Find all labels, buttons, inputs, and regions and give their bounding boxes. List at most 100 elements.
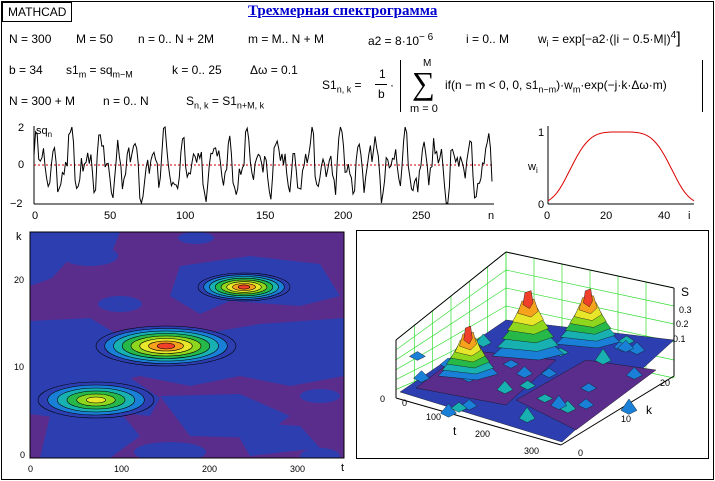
- S1-eq: =: [354, 78, 362, 92]
- signal-y-tick-zero: 0: [18, 159, 24, 171]
- signal-x-tick-200: 200: [334, 210, 352, 222]
- surface-ripple-8: [620, 398, 638, 415]
- surface-ripple-14: [413, 370, 430, 383]
- product-dot: ·: [390, 78, 394, 92]
- surface-t-tick-200: 200: [475, 429, 490, 439]
- surface-t-tick-0: 0: [402, 398, 407, 408]
- contour-y-label: k: [16, 231, 22, 243]
- surface-plot-3d[interactable]: S 0.3 0.2 0.1 0 0 100 200 300 t 20 10 0 …: [356, 230, 709, 459]
- sum-body: if(n − m < 0, 0, s1n−m)·wm·exp(−j·k·Δω·m…: [445, 78, 667, 94]
- signal-x-label: n: [488, 210, 494, 222]
- w-rhs: = exp[−a2·(|i − 0.5·M|): [552, 32, 671, 46]
- a2-exponent: − 6: [419, 32, 434, 43]
- surface-peak-0-level-6: [463, 325, 473, 345]
- surface-z-tick-0.3: 0.3: [679, 305, 692, 315]
- surface-ripple-19: [440, 403, 457, 418]
- signal-y-tick-top: 2: [18, 122, 24, 134]
- window-x-tick-0: 0: [544, 210, 550, 222]
- surface-ripple-4: [518, 406, 536, 423]
- w-close: ]: [676, 30, 681, 47]
- sum-body-sub: n−m: [538, 84, 557, 95]
- contour-y-tick-20: 20: [14, 275, 24, 285]
- contour-y-tick-0: 0: [20, 450, 25, 460]
- s1-rsub: m−M: [112, 69, 133, 80]
- box-edge-bottom-right: [560, 375, 675, 446]
- formula-n-range[interactable]: n = 0.. N + 2M: [138, 32, 215, 46]
- signal-x-tick-150: 150: [256, 210, 274, 222]
- abs-bar-left: [400, 60, 401, 112]
- surface-ripple-18: [474, 333, 492, 348]
- surface-k-tick-0: 0: [578, 448, 583, 458]
- contour-level-2-7: [237, 284, 251, 290]
- sum-upper-limit: M: [423, 58, 432, 69]
- left-wall-hline-1: [395, 269, 507, 351]
- contour-x-tick-300: 300: [290, 464, 305, 474]
- surface-mesh: [399, 288, 675, 443]
- S1-lhs: S1: [322, 78, 337, 92]
- signal-plot[interactable]: sqn 2 0 −2 0 50 100 150 200 250 n: [0, 118, 505, 226]
- signal-x-tick-250: 250: [412, 210, 430, 222]
- formula-n2-range[interactable]: n = 0.. N: [103, 94, 149, 108]
- worksheet-title[interactable]: Трехмерная спектрограмма: [248, 3, 438, 19]
- formula-N[interactable]: N = 300: [9, 32, 52, 46]
- w-sub: i: [546, 38, 549, 49]
- window-plot[interactable]: 1 0 wi 0 20 40 i: [524, 118, 710, 226]
- contour-frame: [29, 231, 345, 459]
- S1-lhs-group: S1n, k =: [322, 78, 362, 94]
- surface-k-tick-10: 10: [621, 414, 631, 424]
- contour-x-tick-0: 0: [28, 464, 33, 474]
- window-y-tick-1: 1: [538, 127, 544, 139]
- contour-peaks: [37, 272, 291, 419]
- surface-ripple-17: [502, 359, 520, 369]
- surface-ripple-9: [536, 393, 554, 403]
- window-x-tick-20: 20: [600, 210, 612, 222]
- surface-ripple-22: [540, 367, 558, 378]
- formula-i-range[interactable]: i = 0.. M: [466, 32, 510, 46]
- contour-plot[interactable]: k 20 10 0 0 100 200 300 t: [0, 226, 352, 479]
- surface-peak-2-level-6: [583, 288, 593, 308]
- fraction-numerator: 1: [379, 67, 386, 81]
- surface-z-tick-0: 0: [380, 394, 385, 404]
- contour-level-0-5: [86, 396, 107, 404]
- surface-ripple-0: [408, 351, 426, 361]
- formula-S[interactable]: Sn, k = S1n+M, k: [186, 94, 264, 110]
- formula-a2[interactable]: a2 = 8·10− 6: [368, 32, 433, 48]
- formula-N2[interactable]: N = 300 + M: [9, 94, 76, 108]
- signal-x-tick-50: 50: [104, 210, 116, 222]
- surface-peak-1-level-6: [522, 290, 534, 309]
- surface-ripple-13: [580, 382, 598, 393]
- mathcad-badge: MATHCAD: [2, 2, 73, 22]
- formula-b[interactable]: b = 34: [9, 63, 43, 77]
- surface-ripple-25: [519, 380, 536, 390]
- formula-dw[interactable]: Δω = 0.1: [250, 63, 298, 77]
- s1-rhs: = sq: [89, 63, 113, 77]
- formula-s1[interactable]: s1m = sqm−M: [66, 63, 133, 79]
- surface-ripple-16: [550, 394, 568, 410]
- surface-z-label: S: [681, 285, 689, 299]
- S1-sub: n, k: [336, 84, 352, 95]
- surface-z-tick-0.1: 0.1: [673, 334, 686, 344]
- surface-t-tick-300: 300: [524, 446, 539, 456]
- S-rsub: n+M, k: [236, 100, 265, 111]
- surface-ripple-24: [450, 401, 468, 413]
- signal-x-tick-0: 0: [32, 210, 38, 222]
- sum-symbol: ∑: [412, 65, 435, 101]
- surface-ripple-10: [625, 366, 643, 380]
- s1-lhs: s1: [66, 63, 79, 77]
- window-x-label: i: [688, 210, 690, 222]
- a2-base: a2 = 8·10: [368, 34, 420, 48]
- sum-body-sub2: m: [572, 84, 581, 95]
- w-lhs: w: [538, 32, 547, 46]
- formula-window[interactable]: wi = exp[−a2·(|i − 0.5·M|)4]: [538, 30, 681, 48]
- formula-S1-spectrogram[interactable]: S1n, k = 1 b · M ∑ m = 0 if(n − m < 0, 0…: [322, 58, 712, 120]
- formula-k-range[interactable]: k = 0.. 25: [172, 63, 222, 77]
- left-wall-hline-3: [395, 305, 507, 371]
- window-y-label: wi: [527, 161, 538, 175]
- contour-level-1-7: [156, 342, 176, 350]
- sum-body-head: if(n − m < 0, 0, s1: [445, 78, 539, 92]
- left-wall-hline-2: [395, 287, 507, 361]
- signal-wave: [33, 125, 493, 205]
- formula-M[interactable]: M = 50: [76, 32, 114, 46]
- formula-m-range[interactable]: m = M.. N + M: [248, 32, 325, 46]
